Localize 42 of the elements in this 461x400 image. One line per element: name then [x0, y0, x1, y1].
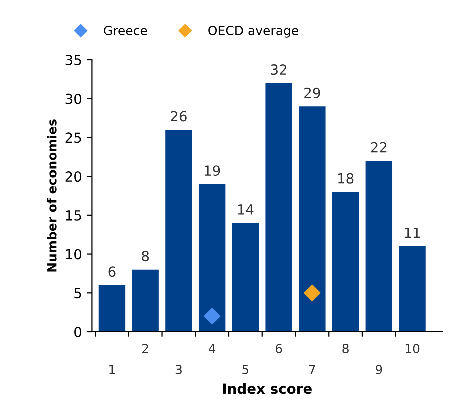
y-tick-label: 20	[66, 172, 82, 182]
data-label: 14	[238, 204, 254, 215]
data-label: 8	[142, 251, 150, 262]
x-axis-title: Index score	[223, 383, 312, 394]
x-tick-label: 3	[176, 365, 182, 374]
y-tick-label: 10	[66, 249, 82, 260]
bar	[98, 285, 126, 332]
y-tick-label: 35	[66, 54, 82, 66]
y-tick-label: 0	[74, 326, 82, 338]
bar	[166, 130, 192, 332]
legend-label: Greece	[104, 26, 148, 36]
x-tick-label: 7	[309, 365, 316, 374]
x-tick-label: 1	[110, 365, 116, 374]
x-tick-label: 4	[208, 344, 216, 354]
x-tick-label: 2	[142, 344, 148, 354]
y-tick-label: 30	[66, 94, 82, 104]
data-label: 18	[338, 173, 354, 184]
bar	[198, 184, 226, 332]
y-axis-title: Number of economies	[47, 120, 57, 272]
data-label: 32	[271, 64, 287, 76]
bar	[232, 223, 260, 332]
data-label: 6	[108, 266, 116, 278]
y-tick-label: 5	[74, 288, 82, 299]
bar	[299, 106, 326, 332]
bar	[332, 192, 360, 332]
x-tick-label: 6	[276, 344, 282, 354]
y-tick-label: 25	[66, 132, 82, 144]
bar	[366, 161, 393, 332]
x-tick-label: 5	[242, 365, 249, 374]
x-tick-label: 9	[376, 365, 382, 374]
bar	[132, 270, 159, 332]
data-label: 26	[171, 111, 187, 122]
y-tick-label: 15	[66, 210, 82, 221]
bar	[266, 83, 292, 332]
bar	[399, 246, 426, 332]
x-tick-label: 8	[342, 344, 349, 354]
data-label: 19	[205, 166, 220, 176]
data-label: 11	[405, 228, 420, 238]
x-tick-label: 10	[406, 344, 420, 354]
legend-label: OECD average	[208, 26, 298, 38]
data-label: 22	[371, 142, 387, 153]
data-label: 29	[304, 88, 320, 98]
